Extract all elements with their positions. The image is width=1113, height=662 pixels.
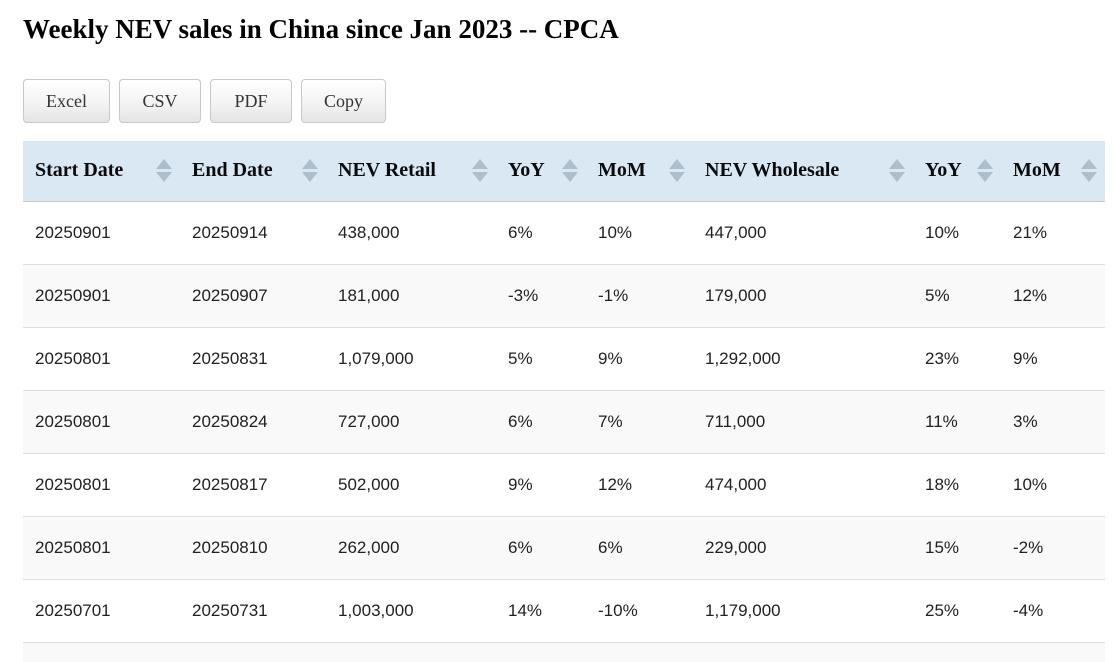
column-label: NEV Wholesale xyxy=(705,159,840,182)
sort-arrows-icon[interactable] xyxy=(669,159,685,183)
cell-start-date: 20250801 xyxy=(23,515,180,579)
table-row: 20250801 20250824 727,000 6% 7% 711,000 11% 3% xyxy=(23,389,1105,453)
cell-yoy-retail: 6% xyxy=(508,222,533,242)
cell-end-date: 20250817 xyxy=(180,452,326,516)
cell-mom-wholesale: 10% xyxy=(1001,452,1105,516)
cell-nev-retail: 1,079,000 xyxy=(326,326,496,390)
cell-start-date: 20250801 xyxy=(23,452,180,516)
cell-yoy-wholesale: 25% xyxy=(913,578,1001,642)
cell-yoy-retail: 9% xyxy=(496,452,586,516)
cell-end-date: 20250810 xyxy=(180,515,326,579)
cell-yoy-retail: -3% xyxy=(496,263,586,327)
cell-yoy-retail: 6% xyxy=(496,389,586,453)
cell-mom-wholesale: 9% xyxy=(1001,326,1105,390)
table-row: 20250801 20250817 502,000 9% 12% 474,000 18% 10… xyxy=(23,452,1105,516)
cell-nev-wholesale: 474,000 xyxy=(693,452,913,516)
column-label: YoY xyxy=(925,159,962,182)
column-header-yoy-retail[interactable]: YoY xyxy=(496,141,586,202)
cell-mom-wholesale: 3% xyxy=(1001,389,1105,453)
column-label: YoY xyxy=(508,159,545,182)
nev-sales-table: Start Date End Date NEV Retail YoY MoM NEV Wh… xyxy=(23,141,1105,662)
cell-start-date: 20250901 xyxy=(35,222,111,242)
cell-nev-wholesale: 1,292,000 xyxy=(693,326,913,390)
cell-yoy-wholesale: 5% xyxy=(913,263,1001,327)
page-title: Weekly NEV sales in China since Jan 2023… xyxy=(23,14,619,44)
cell-end-date: 20250831 xyxy=(180,326,326,390)
table-row: 20250901 20250914 438,000 6% 10% 447,000 10% 21… xyxy=(23,201,1105,264)
sort-arrows-icon[interactable] xyxy=(1081,159,1097,183)
cell-nev-retail: 438,000 xyxy=(338,222,400,242)
cell-yoy-wholesale: 23% xyxy=(913,326,1001,390)
cell-end-date: 20250824 xyxy=(180,389,326,453)
cell-nev-retail: 262,000 xyxy=(326,515,496,579)
column-header-nev-retail[interactable]: NEV Retail xyxy=(326,141,496,202)
table-row: 20250801 20250810 262,000 6% 6% 229,000 15% -2% xyxy=(23,515,1105,579)
cell-mom-wholesale: 21% xyxy=(1013,222,1048,242)
table-row: 20250801 20250831 1,079,000 5% 9% 1,292,000 23… xyxy=(23,326,1105,390)
cell-nev-retail: 181,000 xyxy=(326,263,496,327)
column-header-mom-retail[interactable]: MoM xyxy=(586,141,693,202)
cell-mom-retail: 7% xyxy=(586,389,693,453)
cell-mom-wholesale: 12% xyxy=(1001,263,1105,327)
cell-start-date: 20250801 xyxy=(23,389,180,453)
column-label: Start Date xyxy=(35,159,124,182)
cell-yoy-wholesale: 15% xyxy=(913,515,1001,579)
column-header-end-date[interactable]: End Date xyxy=(180,141,326,202)
table-row-clipped xyxy=(23,641,1105,662)
cell-yoy-wholesale: 10% xyxy=(925,222,960,242)
column-header-nev-wholesale[interactable]: NEV Wholesale xyxy=(693,141,913,202)
cell-nev-retail: 1,003,000 xyxy=(326,578,496,642)
column-header-mom-wholesale[interactable]: MoM xyxy=(1001,141,1105,202)
column-label: NEV Retail xyxy=(338,159,436,182)
column-header-start-date[interactable]: Start Date xyxy=(23,141,180,202)
export-csv-button[interactable]: CSV xyxy=(118,79,201,123)
table-header-row: Start Date End Date NEV Retail YoY MoM NEV Wh… xyxy=(23,141,1105,202)
cell-nev-wholesale: 229,000 xyxy=(693,515,913,579)
cell-start-date: 20250901 xyxy=(23,263,180,327)
cell-mom-retail: -1% xyxy=(586,263,693,327)
export-copy-button[interactable]: Copy xyxy=(300,79,386,123)
export-toolbar: Excel CSV PDF Copy xyxy=(23,79,1105,123)
cell-mom-retail: 12% xyxy=(586,452,693,516)
cell-nev-wholesale: 1,179,000 xyxy=(693,578,913,642)
sort-arrows-icon[interactable] xyxy=(977,159,993,183)
sort-arrows-icon[interactable] xyxy=(302,159,318,183)
table-row: 20250901 20250907 181,000 -3% -1% 179,000 5% 12… xyxy=(23,263,1105,327)
cell-mom-retail: 9% xyxy=(586,326,693,390)
cell-yoy-retail: 5% xyxy=(496,326,586,390)
cell-yoy-retail: 14% xyxy=(496,578,586,642)
sort-arrows-icon[interactable] xyxy=(472,159,488,183)
cell-nev-retail: 502,000 xyxy=(326,452,496,516)
cell-nev-wholesale: 179,000 xyxy=(693,263,913,327)
cell-yoy-retail: 6% xyxy=(496,515,586,579)
cell-end-date: 20250907 xyxy=(180,263,326,327)
column-header-yoy-wholesale[interactable]: YoY xyxy=(913,141,1001,202)
column-label: End Date xyxy=(192,159,273,182)
export-excel-button[interactable]: Excel xyxy=(23,79,110,123)
cell-start-date: 20250701 xyxy=(23,578,180,642)
cell-nev-retail: 727,000 xyxy=(326,389,496,453)
table-row: 20250701 20250731 1,003,000 14% -10% 1,179,00… xyxy=(23,578,1105,642)
column-label: MoM xyxy=(598,159,646,182)
cell-mom-wholesale: -2% xyxy=(1001,515,1105,579)
cell-yoy-wholesale: 11% xyxy=(913,389,1001,453)
cell-mom-wholesale: -4% xyxy=(1001,578,1105,642)
sort-arrows-icon[interactable] xyxy=(562,159,578,183)
cell-yoy-wholesale: 18% xyxy=(913,452,1001,516)
cell-mom-retail: -10% xyxy=(586,578,693,642)
cell-nev-wholesale: 447,000 xyxy=(705,222,767,242)
export-pdf-button[interactable]: PDF xyxy=(209,79,292,123)
cell-mom-retail: 10% xyxy=(598,222,633,242)
cell-nev-wholesale: 711,000 xyxy=(693,389,913,453)
column-label: MoM xyxy=(1013,159,1061,182)
sort-arrows-icon[interactable] xyxy=(156,159,172,183)
cell-start-date: 20250801 xyxy=(23,326,180,390)
cell-end-date: 20250914 xyxy=(192,222,268,242)
sort-arrows-icon[interactable] xyxy=(889,159,905,183)
cell-end-date: 20250731 xyxy=(180,578,326,642)
cell-mom-retail: 6% xyxy=(586,515,693,579)
